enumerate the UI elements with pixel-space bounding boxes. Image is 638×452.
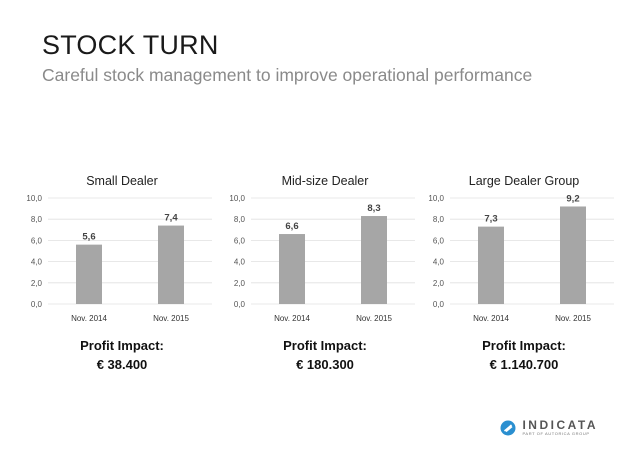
y-tick-label: 6,0: [234, 236, 246, 245]
profit-impact-value: € 1.140.700: [489, 357, 559, 372]
y-tick-label: 0,0: [31, 300, 43, 309]
profit-impact-label: Profit Impact:: [283, 338, 367, 353]
y-tick-label: 4,0: [31, 258, 43, 267]
y-tick-label: 10,0: [229, 194, 245, 203]
y-tick-label: 8,0: [433, 215, 445, 224]
x-tick-label: Nov. 2015: [555, 314, 591, 323]
chart-title: Mid-size Dealer: [281, 174, 369, 188]
chart-title: Small Dealer: [86, 174, 158, 188]
x-tick-label: Nov. 2015: [153, 314, 189, 323]
profit-impact: Profit Impact: € 1.140.700: [424, 336, 624, 374]
y-tick-label: 2,0: [433, 279, 445, 288]
chart-panel-small-dealer: Small Dealer 0,0 2,0 4,0 6,0 8,0 10,0 5,6 Nov. …: [22, 170, 222, 372]
bar: [279, 234, 305, 304]
logo-tagline: PART OF AUTORICA GROUP: [522, 431, 590, 436]
data-label: 9,2: [566, 193, 579, 204]
bar-chart-mid-size-dealer: 0,0 2,0 4,0 6,0 8,0 10,0 6,6 Nov. 2014 8,3 Nov. 2…: [229, 194, 415, 323]
slide-title: STOCK TURN: [42, 30, 219, 60]
x-tick-label: Nov. 2014: [473, 314, 509, 323]
profit-impact: Profit Impact: € 180.300: [225, 336, 425, 374]
bar-chart-small-dealer: 0,0 2,0 4,0 6,0 8,0 10,0 5,6 Nov. 2014 7,4 Nov. 2…: [26, 194, 212, 323]
y-tick-label: 4,0: [234, 258, 246, 267]
indicata-logo-icon: [500, 420, 516, 435]
y-tick-label: 6,0: [31, 236, 43, 245]
y-tick-label: 2,0: [31, 279, 43, 288]
y-tick-label: 0,0: [234, 300, 246, 309]
bar: [361, 216, 387, 304]
y-tick-label: 10,0: [26, 194, 42, 203]
y-tick-label: 10,0: [428, 194, 444, 203]
x-tick-label: Nov. 2014: [71, 314, 107, 323]
data-label: 7,4: [164, 213, 178, 224]
chart-panel-mid-size-dealer: Mid-size Dealer 0,0 2,0 4,0 6,0 8,0 10,0 6,6 No…: [225, 170, 425, 372]
chart-title: Large Dealer Group: [468, 174, 580, 188]
y-tick-label: 0,0: [433, 300, 445, 309]
bar: [478, 226, 504, 304]
indicata-logo: INDICATA PART OF AUTORICA GROUP: [500, 419, 598, 436]
data-label: 5,6: [82, 232, 95, 243]
y-tick-label: 6,0: [433, 236, 445, 245]
logo-wordmark: INDICATA: [522, 418, 598, 432]
bar-chart-large-dealer-group: 0,0 2,0 4,0 6,0 8,0 10,0 7,3 Nov. 2014 9,2 Nov. 2…: [428, 193, 614, 323]
y-tick-label: 4,0: [433, 258, 445, 267]
data-label: 7,3: [484, 214, 497, 225]
slide-subtitle: Careful stock management to improve oper…: [42, 65, 533, 85]
y-tick-label: 8,0: [31, 215, 43, 224]
x-tick-label: Nov. 2014: [274, 314, 310, 323]
bar: [158, 225, 184, 304]
y-tick-label: 8,0: [234, 215, 246, 224]
profit-impact-value: € 180.300: [296, 357, 354, 372]
bar: [76, 244, 102, 304]
x-tick-label: Nov. 2015: [356, 314, 392, 323]
chart-panel-large-dealer-group: Large Dealer Group 0,0 2,0 4,0 6,0 8,0 10,0 7,…: [424, 170, 624, 372]
profit-impact-label: Profit Impact:: [482, 338, 566, 353]
data-label: 6,6: [285, 221, 298, 232]
profit-impact-label: Profit Impact:: [80, 338, 164, 353]
bar: [560, 206, 586, 304]
y-tick-label: 2,0: [234, 279, 246, 288]
profit-impact: Profit Impact: € 38.400: [22, 336, 222, 374]
profit-impact-value: € 38.400: [96, 357, 148, 372]
data-label: 8,3: [367, 203, 380, 214]
